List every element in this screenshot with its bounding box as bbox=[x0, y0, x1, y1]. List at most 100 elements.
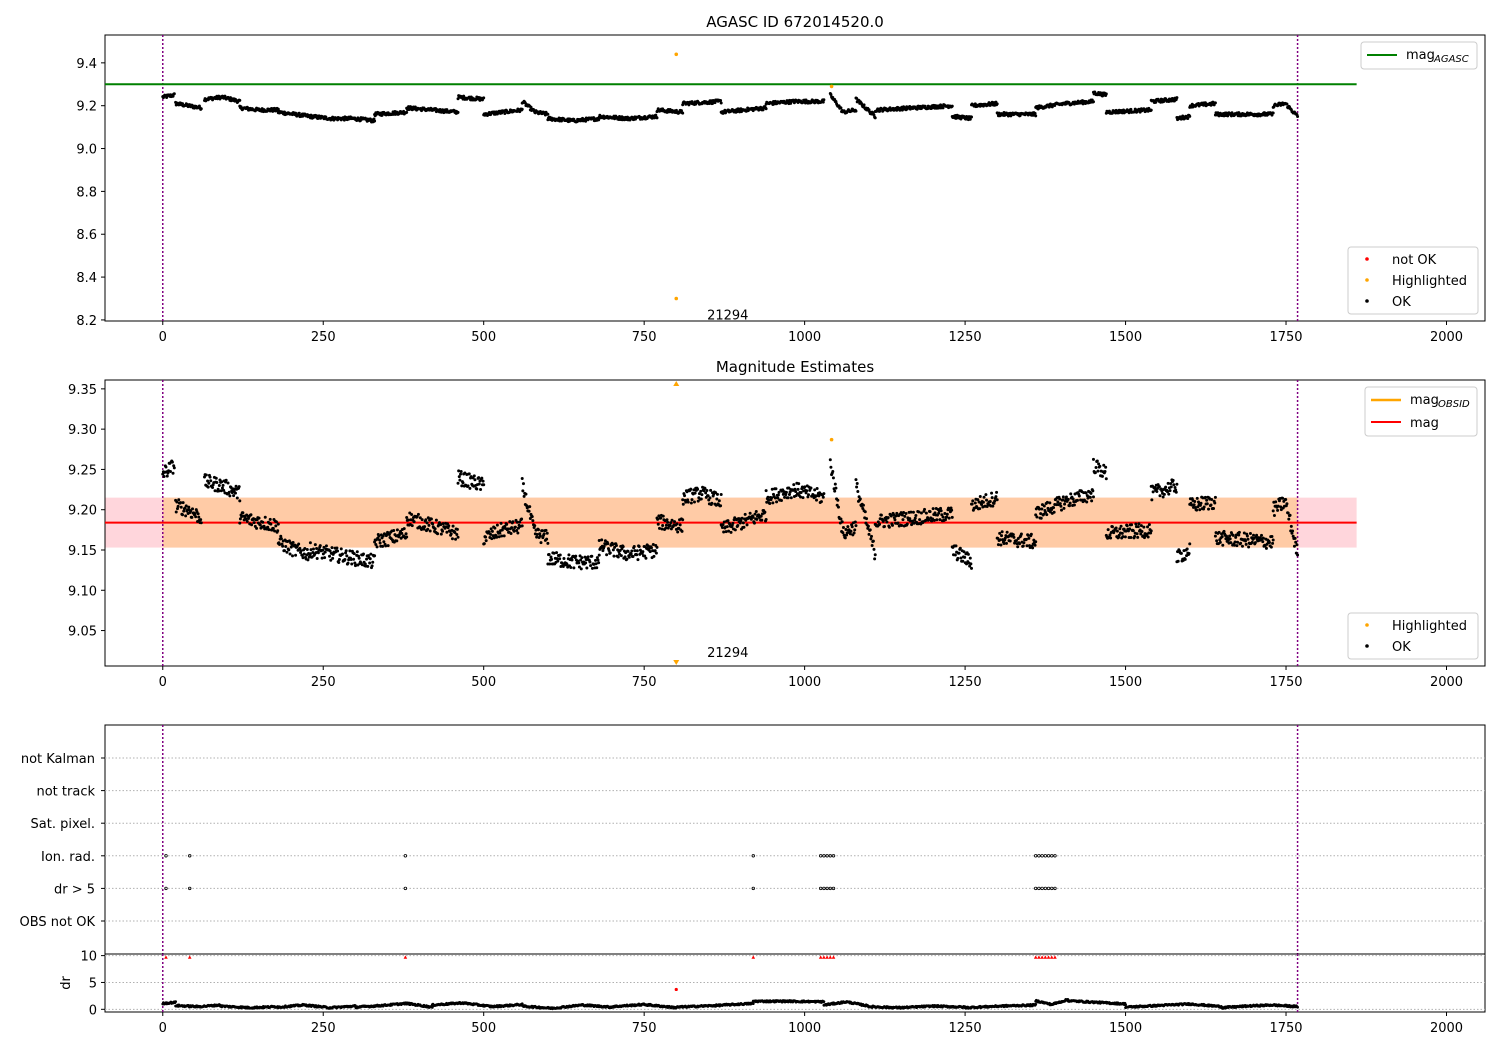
ok-point bbox=[616, 555, 620, 559]
ok-point bbox=[988, 499, 992, 503]
ok-point bbox=[493, 526, 497, 530]
ok-point bbox=[586, 555, 590, 559]
ok-point bbox=[1090, 499, 1094, 503]
ok-point bbox=[418, 516, 422, 520]
ok-point bbox=[775, 500, 779, 504]
legend-mag-obsid-subscript: OBSID bbox=[1438, 399, 1470, 410]
ok-point bbox=[869, 537, 873, 541]
ok-point bbox=[502, 534, 506, 538]
ok-point bbox=[174, 510, 178, 514]
ok-point bbox=[822, 1000, 826, 1004]
ok-point bbox=[490, 529, 494, 533]
ok-point bbox=[766, 495, 770, 499]
ok-point bbox=[749, 517, 753, 521]
ok-point bbox=[970, 502, 974, 506]
ok-point bbox=[681, 518, 685, 522]
ok-point bbox=[355, 550, 359, 554]
0-x-tick-label: 1250 bbox=[949, 330, 982, 345]
ok-point bbox=[226, 481, 230, 485]
ok-point bbox=[166, 471, 170, 475]
ok-point bbox=[1167, 492, 1171, 496]
ok-point bbox=[1093, 471, 1097, 475]
ok-point bbox=[637, 545, 641, 549]
ok-point bbox=[1155, 489, 1159, 493]
ok-point bbox=[719, 98, 723, 102]
ok-point bbox=[680, 529, 684, 533]
ok-point bbox=[776, 496, 780, 500]
ok-point bbox=[901, 518, 905, 522]
ok-point bbox=[708, 496, 712, 500]
ok-point bbox=[315, 547, 319, 551]
ok-point bbox=[373, 119, 377, 123]
ok-point bbox=[943, 511, 947, 515]
ok-point bbox=[1228, 534, 1232, 538]
ok-point bbox=[755, 517, 759, 521]
flags-category-label: Sat. pixel. bbox=[31, 817, 95, 832]
ok-point bbox=[1062, 506, 1066, 510]
flag-marker bbox=[1046, 886, 1051, 891]
ok-point bbox=[495, 535, 499, 539]
ok-point bbox=[1002, 541, 1006, 545]
ok-point bbox=[971, 499, 975, 503]
ok-point bbox=[990, 491, 994, 495]
ok-point bbox=[328, 554, 332, 558]
ok-point bbox=[754, 510, 758, 514]
ok-point bbox=[1044, 510, 1048, 514]
magest-y-tick-label: 9.30 bbox=[68, 423, 97, 438]
magest-y-tick-label: 9.25 bbox=[68, 463, 97, 478]
ok-point bbox=[1033, 111, 1037, 115]
ok-point bbox=[726, 519, 730, 523]
ok-point bbox=[958, 546, 962, 550]
ok-point bbox=[978, 494, 982, 498]
ok-point bbox=[1176, 559, 1180, 563]
ok-point bbox=[1286, 511, 1290, 515]
ok-point bbox=[1237, 533, 1241, 537]
ok-point bbox=[1172, 483, 1176, 487]
ok-point bbox=[710, 501, 714, 505]
ok-point bbox=[1088, 495, 1092, 499]
ok-point bbox=[434, 518, 438, 522]
ok-point bbox=[656, 522, 660, 526]
ok-point bbox=[441, 522, 445, 526]
ok-point bbox=[1031, 546, 1035, 550]
ok-point bbox=[220, 486, 224, 490]
ok-point bbox=[856, 490, 860, 494]
ok-point bbox=[1274, 500, 1278, 504]
ok-point bbox=[482, 483, 486, 487]
ok-point bbox=[652, 554, 656, 558]
ok-point bbox=[261, 520, 265, 524]
ok-point bbox=[932, 518, 936, 522]
ok-point bbox=[1290, 531, 1294, 535]
ok-point bbox=[168, 469, 172, 473]
ok-point bbox=[480, 476, 484, 480]
ok-point bbox=[643, 115, 647, 119]
ok-point bbox=[1022, 541, 1026, 545]
ok-point bbox=[263, 515, 267, 519]
ok-point bbox=[868, 528, 872, 532]
ok-point bbox=[278, 543, 282, 547]
ok-point bbox=[1205, 498, 1209, 502]
ok-point bbox=[590, 554, 594, 558]
ok-point bbox=[179, 505, 183, 509]
ok-point bbox=[1185, 547, 1189, 551]
1-x-tick-label: 1500 bbox=[1109, 675, 1142, 690]
ok-point bbox=[774, 487, 778, 491]
ok-point bbox=[1124, 529, 1128, 533]
ok-point bbox=[715, 492, 719, 496]
ok-point bbox=[1147, 523, 1151, 527]
ok-point bbox=[597, 539, 601, 543]
ok-point bbox=[781, 492, 785, 496]
ok-point bbox=[1005, 541, 1009, 545]
ok-point bbox=[490, 537, 494, 541]
ok-point bbox=[175, 500, 179, 504]
ok-point bbox=[217, 489, 221, 493]
ok-point bbox=[323, 550, 327, 554]
ok-point bbox=[1279, 505, 1283, 509]
ok-point bbox=[516, 526, 520, 530]
ok-point bbox=[717, 499, 721, 503]
ok-point bbox=[420, 518, 424, 522]
ok-point bbox=[1168, 489, 1172, 493]
ok-point bbox=[1174, 488, 1178, 492]
ok-point bbox=[321, 552, 325, 556]
ok-point bbox=[1110, 525, 1114, 529]
